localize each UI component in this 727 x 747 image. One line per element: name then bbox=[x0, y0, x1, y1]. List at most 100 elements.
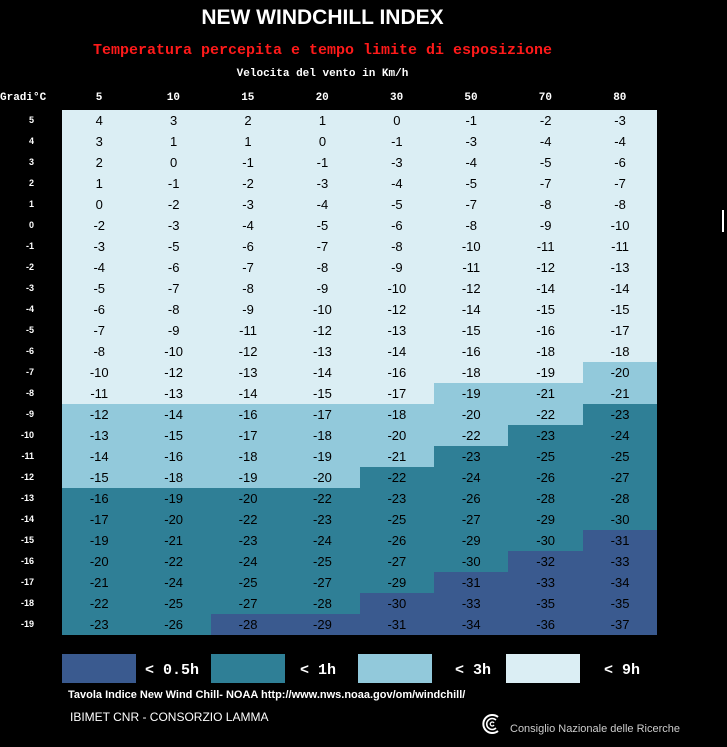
windchill-cell: -20 bbox=[434, 404, 509, 425]
windchill-cell: -2 bbox=[62, 215, 137, 236]
windchill-cell: -22 bbox=[359, 467, 435, 488]
windchill-cell: -29 bbox=[285, 614, 360, 635]
windchill-cell: -13 bbox=[285, 341, 360, 362]
temperature-header: -7 bbox=[25, 367, 34, 377]
windchill-cell: -23 bbox=[210, 530, 286, 551]
windchill-cell: -14 bbox=[434, 299, 509, 320]
windchill-cell: -22 bbox=[210, 509, 286, 530]
windchill-cell: -4 bbox=[582, 131, 658, 152]
windchill-cell: -33 bbox=[508, 572, 583, 593]
legend-swatch bbox=[62, 654, 136, 683]
temperature-header: -16 bbox=[20, 556, 34, 566]
windchill-cell: -14 bbox=[582, 278, 658, 299]
windchill-cell: -30 bbox=[508, 530, 583, 551]
windchill-cell: -15 bbox=[582, 299, 658, 320]
windchill-cell: -21 bbox=[582, 383, 658, 404]
windchill-cell: -24 bbox=[434, 467, 509, 488]
windchill-cell: -5 bbox=[359, 194, 435, 215]
windchill-cell: -16 bbox=[508, 320, 583, 341]
windchill-cell: -4 bbox=[508, 131, 583, 152]
windchill-cell: -22 bbox=[508, 404, 583, 425]
windchill-cell: -21 bbox=[359, 446, 435, 467]
windchill-cell: -10 bbox=[136, 341, 211, 362]
windchill-cell: -4 bbox=[285, 194, 360, 215]
windchill-cell: -2 bbox=[136, 194, 211, 215]
windchill-cell: -19 bbox=[434, 383, 509, 404]
windchill-cell: -15 bbox=[434, 320, 509, 341]
cnr-logo-icon bbox=[482, 714, 499, 734]
windchill-cell: -26 bbox=[434, 488, 509, 509]
windchill-cell: -28 bbox=[582, 488, 658, 509]
windchill-cell: -21 bbox=[62, 572, 137, 593]
windchill-cell: -22 bbox=[285, 488, 360, 509]
temperature-header: 5 bbox=[28, 115, 34, 125]
windchill-cell: -25 bbox=[508, 446, 583, 467]
windchill-cell: -12 bbox=[285, 320, 360, 341]
windchill-cell: -2 bbox=[508, 110, 583, 131]
temperature-header: -13 bbox=[20, 493, 34, 503]
temperature-header: -18 bbox=[20, 598, 34, 608]
windchill-cell: 2 bbox=[62, 152, 137, 173]
windchill-cell: -30 bbox=[359, 593, 435, 614]
windchill-cell: -18 bbox=[210, 446, 286, 467]
cnr-label: Consiglio Nazionale delle Ricerche bbox=[510, 723, 680, 735]
windchill-cell: -12 bbox=[210, 341, 286, 362]
windchill-cell: -26 bbox=[508, 467, 583, 488]
windchill-cell: -1 bbox=[285, 152, 360, 173]
windchill-cell: -23 bbox=[508, 425, 583, 446]
temperature-header: -1 bbox=[25, 241, 34, 251]
windchill-cell: -12 bbox=[508, 257, 583, 278]
windchill-cell: -11 bbox=[508, 236, 583, 257]
windchill-cell: -17 bbox=[62, 509, 137, 530]
windchill-cell: -3 bbox=[359, 152, 435, 173]
windchill-cell: 1 bbox=[136, 131, 211, 152]
windchill-cell: -16 bbox=[136, 446, 211, 467]
windchill-cell: -12 bbox=[62, 404, 137, 425]
windchill-cell: -25 bbox=[582, 446, 658, 467]
windchill-cell: -20 bbox=[582, 362, 658, 383]
windchill-cell: 3 bbox=[62, 131, 137, 152]
windchill-cell: -18 bbox=[434, 362, 509, 383]
windchill-cell: -1 bbox=[136, 173, 211, 194]
windchill-cell: -23 bbox=[582, 404, 658, 425]
windchill-cell: -16 bbox=[210, 404, 286, 425]
windchill-cell: -25 bbox=[136, 593, 211, 614]
windchill-cell: 0 bbox=[62, 194, 137, 215]
windchill-cell: -8 bbox=[582, 194, 658, 215]
temperature-header: -12 bbox=[20, 472, 34, 482]
windchill-cell: -10 bbox=[582, 215, 658, 236]
source-note: Tavola Indice New Wind Chill- NOAA http:… bbox=[68, 689, 466, 701]
wind-speed-header: 15 bbox=[241, 92, 255, 104]
windchill-cell: -7 bbox=[136, 278, 211, 299]
windchill-cell: -13 bbox=[210, 362, 286, 383]
windchill-cell: -14 bbox=[508, 278, 583, 299]
windchill-cell: -27 bbox=[582, 467, 658, 488]
windchill-cell: -12 bbox=[136, 362, 211, 383]
windchill-cell: -17 bbox=[210, 425, 286, 446]
wind-speed-header: 70 bbox=[538, 92, 552, 104]
windchill-cell: -28 bbox=[508, 488, 583, 509]
windchill-cell: -15 bbox=[136, 425, 211, 446]
temperature-header: -9 bbox=[25, 409, 34, 419]
windchill-cell: -8 bbox=[508, 194, 583, 215]
windchill-cell: -7 bbox=[285, 236, 360, 257]
windchill-cell: -31 bbox=[359, 614, 435, 635]
legend-label: < 9h bbox=[604, 662, 641, 679]
windchill-cell: -20 bbox=[136, 509, 211, 530]
windchill-cell: -36 bbox=[508, 614, 583, 635]
windchill-cell: -19 bbox=[62, 530, 137, 551]
windchill-cell: -8 bbox=[359, 236, 435, 257]
windchill-cell: -12 bbox=[434, 278, 509, 299]
windchill-cell: 0 bbox=[285, 131, 360, 152]
windchill-cell: -14 bbox=[285, 362, 360, 383]
windchill-cell: -31 bbox=[582, 530, 658, 551]
windchill-cell: -22 bbox=[136, 551, 211, 572]
wind-speed-header: 10 bbox=[166, 92, 180, 104]
windchill-cell: -26 bbox=[359, 530, 435, 551]
windchill-cell: -34 bbox=[434, 614, 509, 635]
windchill-cell: -13 bbox=[136, 383, 211, 404]
windchill-cell: -1 bbox=[434, 110, 509, 131]
windchill-cell: -27 bbox=[434, 509, 509, 530]
windchill-cell: -8 bbox=[136, 299, 211, 320]
temperature-header: -4 bbox=[25, 304, 34, 314]
